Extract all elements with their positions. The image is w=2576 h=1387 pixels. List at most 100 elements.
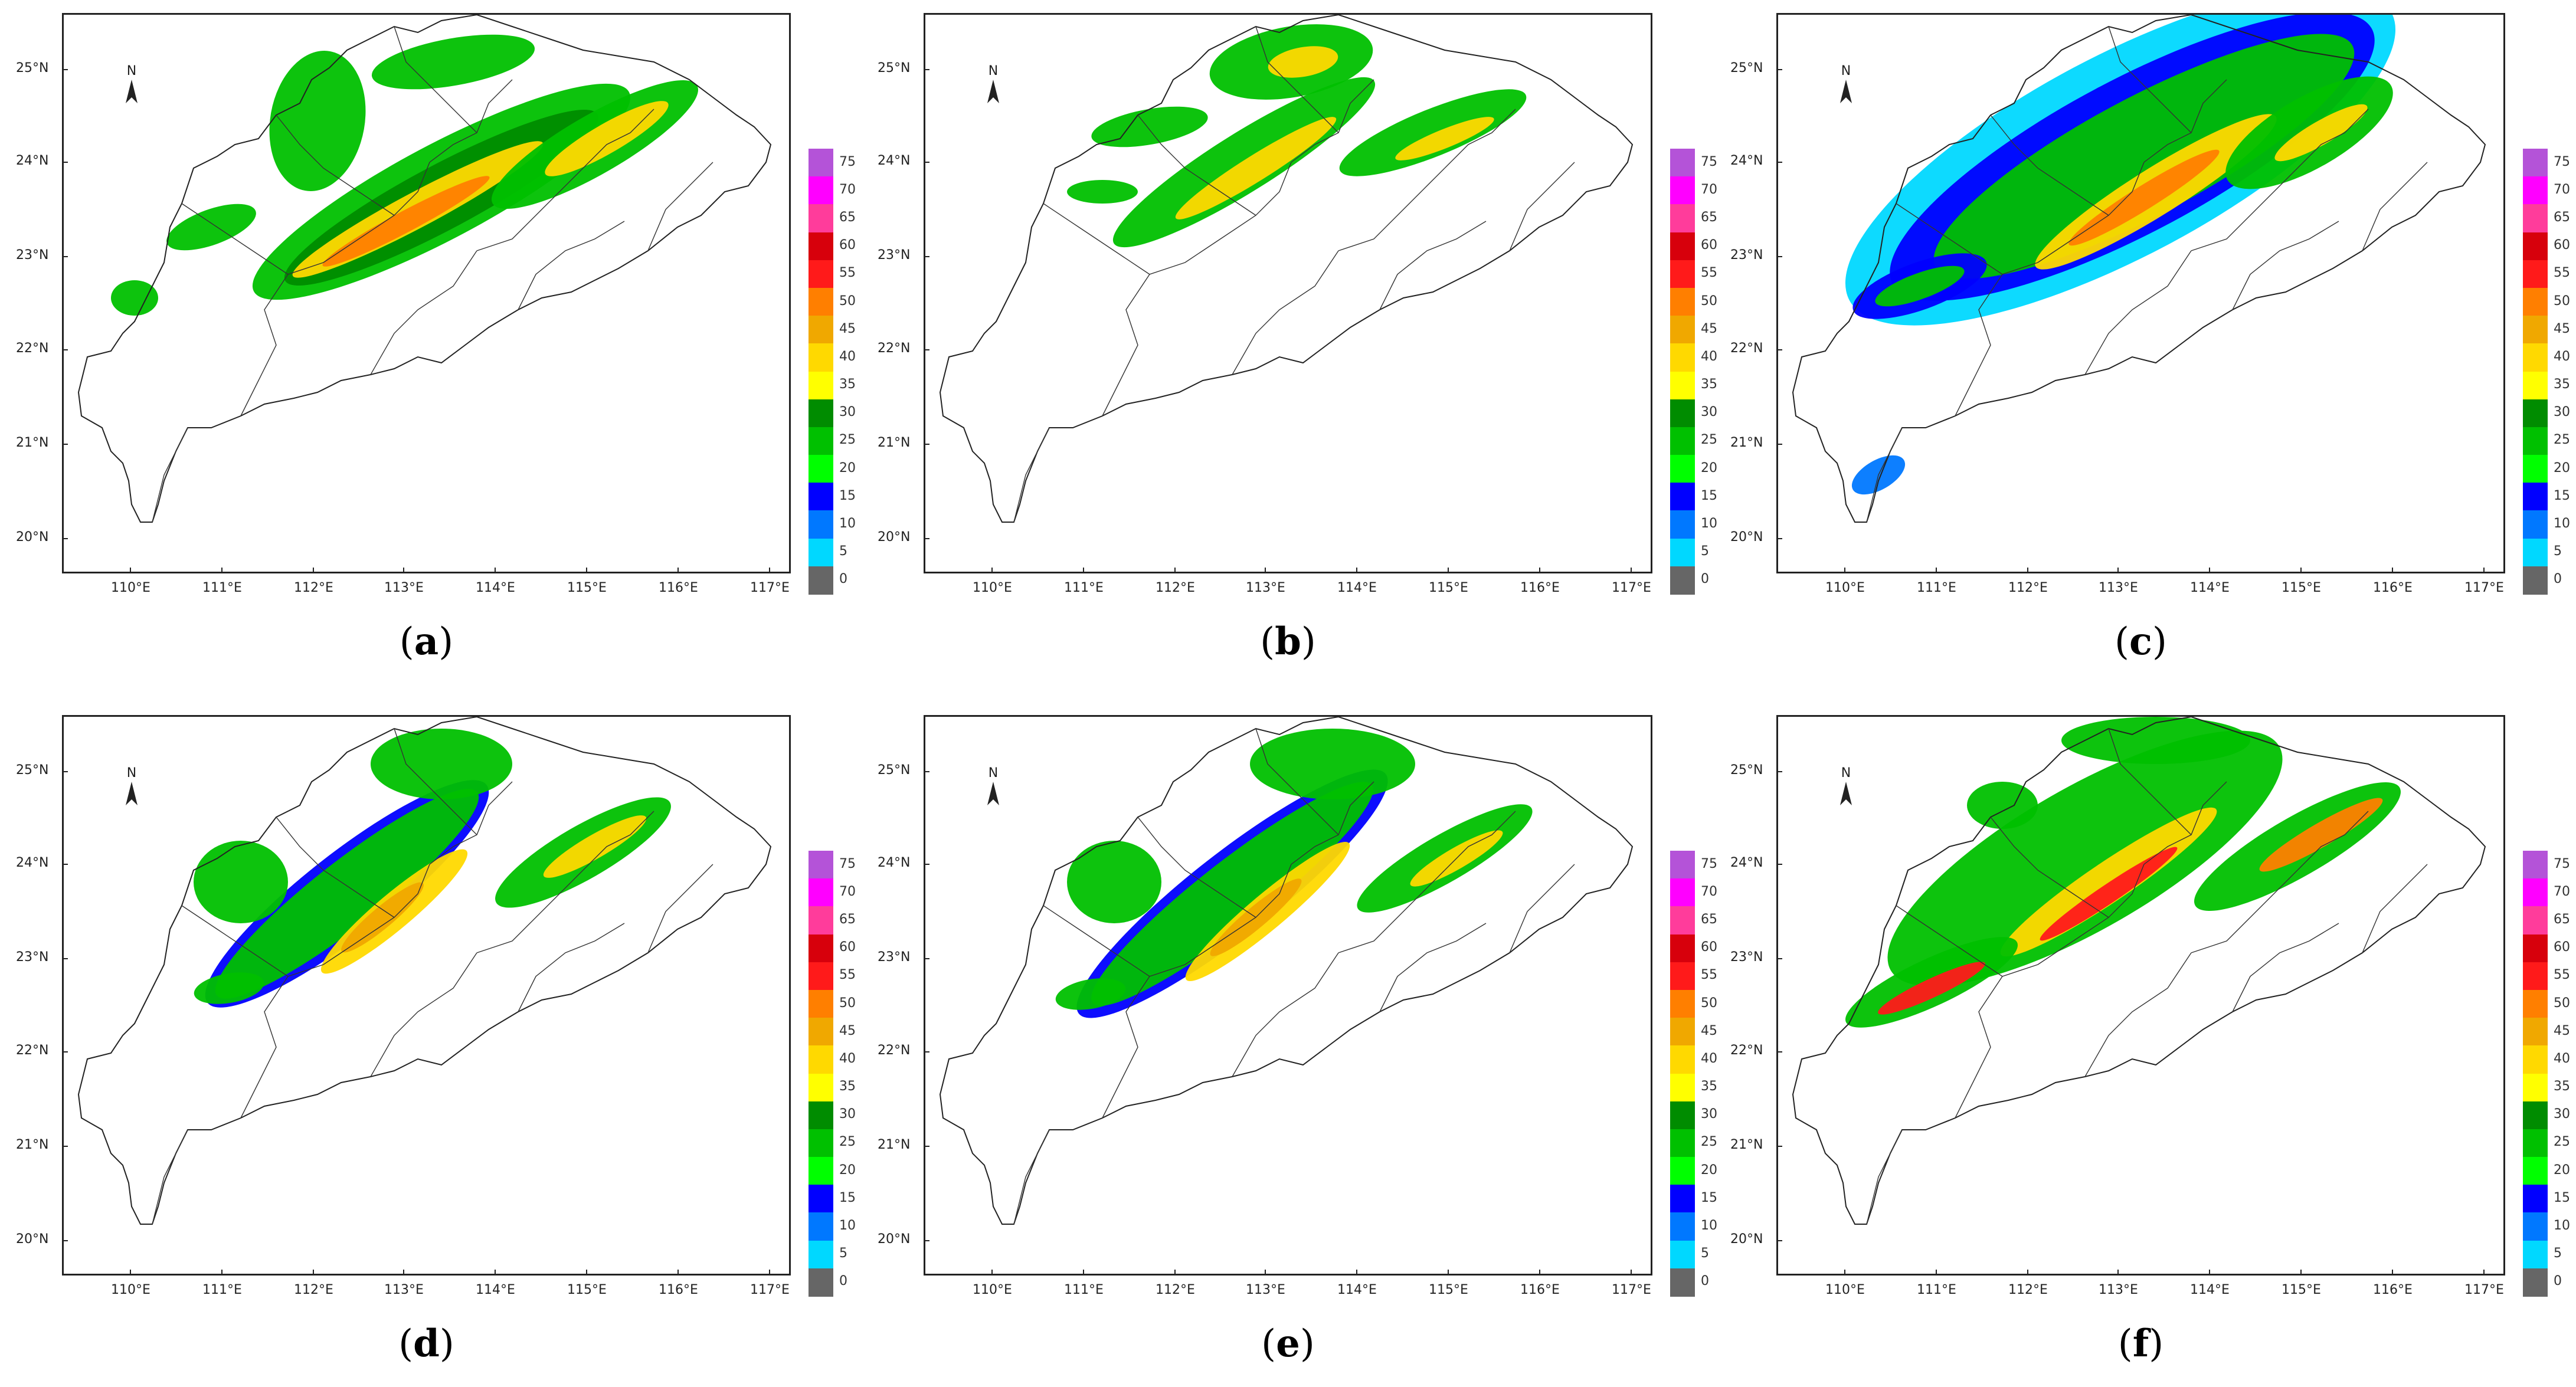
panel-caption: (f) [2117, 1322, 2164, 1366]
lon-tick-label: 116°E [1520, 581, 1560, 595]
lon-tick-mark [2392, 1270, 2393, 1275]
reflectivity-echo [1055, 978, 1126, 1010]
county-border [1866, 1129, 1903, 1225]
colorbar-level-label: 45 [839, 1023, 856, 1038]
lat-tick-label: 23°N [878, 248, 911, 263]
reflectivity-echo [1395, 117, 1494, 160]
reflectivity-echo [2274, 104, 2368, 162]
colorbar-swatch [2523, 343, 2548, 372]
reflectivity-echo [2068, 149, 2220, 246]
lat-tick-label: 21°N [16, 435, 49, 450]
colorbar-swatch [809, 260, 833, 288]
lon-tick-label: 112°E [2008, 581, 2048, 595]
colorbar-level-label: 75 [839, 154, 856, 169]
colorbar-swatch [2523, 566, 2548, 595]
lat-tick-mark [924, 538, 929, 539]
colorbar-level-label: 75 [1701, 856, 1717, 871]
lon-tick-label: 114°E [1337, 1283, 1377, 1297]
colorbar-swatch [1670, 287, 1695, 316]
county-border [582, 811, 654, 871]
map-frame: N [62, 13, 791, 573]
colorbar-swatch [1670, 343, 1695, 372]
lon-tick-mark [403, 568, 404, 573]
county-border [1379, 923, 1487, 1012]
north-arrow-icon: N [1840, 766, 1852, 805]
colorbar-level-label: 35 [1701, 377, 1717, 392]
colorbar-level-label: 65 [1701, 911, 1717, 927]
north-arrow-icon: N [987, 64, 999, 103]
colorbar-level-label: 65 [2554, 911, 2570, 927]
lon-tick-mark [677, 1270, 679, 1275]
colorbar-swatch [809, 427, 833, 455]
colorbar-level-label: 10 [1701, 516, 1717, 532]
lon-tick-mark [2117, 568, 2119, 573]
colorbar-level-label: 10 [839, 516, 856, 532]
county-border [1509, 162, 1575, 251]
north-label: N [988, 766, 998, 781]
colorbar-level-label: 45 [2554, 321, 2570, 336]
lon-tick-label: 115°E [567, 1283, 607, 1297]
reflectivity-echo [322, 176, 490, 267]
colorbar-swatch [2523, 1157, 2548, 1186]
colorbar-level-label: 40 [2554, 349, 2570, 364]
colorbar-swatch [809, 1240, 833, 1269]
colorbar-level-label: 0 [1701, 1274, 1709, 1289]
panel-d: N 25°N 24°N 23°N 22°N 21°N 20°N 110°E 111°E 112°E… [16, 715, 900, 1382]
colorbar-swatch [2523, 1240, 2548, 1269]
county-border [1137, 114, 1256, 216]
county-border [1102, 262, 1186, 417]
colorbar-level-label: 20 [1701, 1162, 1717, 1178]
lon-tick-label: 113°E [1246, 1283, 1285, 1297]
radar-map: N [77, 717, 772, 1225]
lon-tick-label: 117°E [2464, 581, 2504, 595]
county-border [1338, 168, 1445, 251]
colorbar-swatch [1670, 371, 1695, 400]
colorbar-swatch [809, 538, 833, 567]
lat-tick-label: 24°N [16, 855, 49, 870]
lon-tick-label: 113°E [1246, 581, 1285, 595]
reflectivity-echo [1067, 841, 1161, 923]
lat-tick-mark [62, 958, 68, 959]
county-border [1379, 221, 1487, 310]
lon-tick-mark [221, 568, 222, 573]
panel-b: N 25°N 24°N 23°N 22°N 21°N 20°N 110°E 111°E 112°E… [878, 13, 1762, 680]
reflectivity-echo [111, 280, 158, 316]
colorbar: 75 70 65 60 55 50 45 40 35 30 25 20 15 10 5 0 [809, 851, 873, 1297]
colorbar-swatch [809, 934, 833, 963]
lat-tick-label: 21°N [1730, 435, 1763, 450]
colorbar-swatch [2523, 1268, 2548, 1297]
colorbar-level-label: 20 [839, 1162, 856, 1178]
colorbar-level-label: 35 [2554, 1079, 2570, 1094]
colorbar-level-label: 0 [2554, 572, 2562, 587]
lon-tick-label: 117°E [1612, 581, 1651, 595]
colorbar-swatch [2523, 1101, 2548, 1130]
lon-tick-mark [221, 1270, 222, 1275]
colorbar-swatch [1670, 510, 1695, 539]
lat-tick-label: 21°N [878, 435, 911, 450]
lat-tick-label: 24°N [1730, 855, 1763, 870]
lon-tick-mark [2027, 1270, 2028, 1275]
colorbar-swatch [2523, 934, 2548, 963]
lat-tick-label: 22°N [1730, 1043, 1763, 1058]
lat-tick-label: 22°N [878, 341, 911, 356]
colorbar-swatch [2523, 232, 2548, 261]
reflectivity-echo [1887, 730, 2283, 986]
radar-map: N [1792, 717, 2486, 1225]
lon-tick-mark [586, 1270, 587, 1275]
colorbar-swatch [2523, 204, 2548, 233]
map-frame: N [924, 13, 1652, 573]
county-border [518, 923, 625, 1012]
colorbar-level-label: 65 [839, 911, 856, 927]
colorbar-swatch [1670, 1240, 1695, 1269]
reflectivity-echo [1339, 89, 1527, 176]
north-label: N [1841, 766, 1851, 781]
county-border [152, 1129, 188, 1225]
county-border [476, 870, 584, 953]
colorbar: 75 70 65 60 55 50 45 40 35 30 25 20 15 10 5 0 [1670, 149, 1735, 595]
colorbar-level-label: 25 [2554, 432, 2570, 448]
lon-tick-label: 116°E [2373, 581, 2413, 595]
lon-tick-mark [1936, 568, 1937, 573]
colorbar-swatch [1670, 1157, 1695, 1186]
county-border [1990, 114, 2109, 216]
